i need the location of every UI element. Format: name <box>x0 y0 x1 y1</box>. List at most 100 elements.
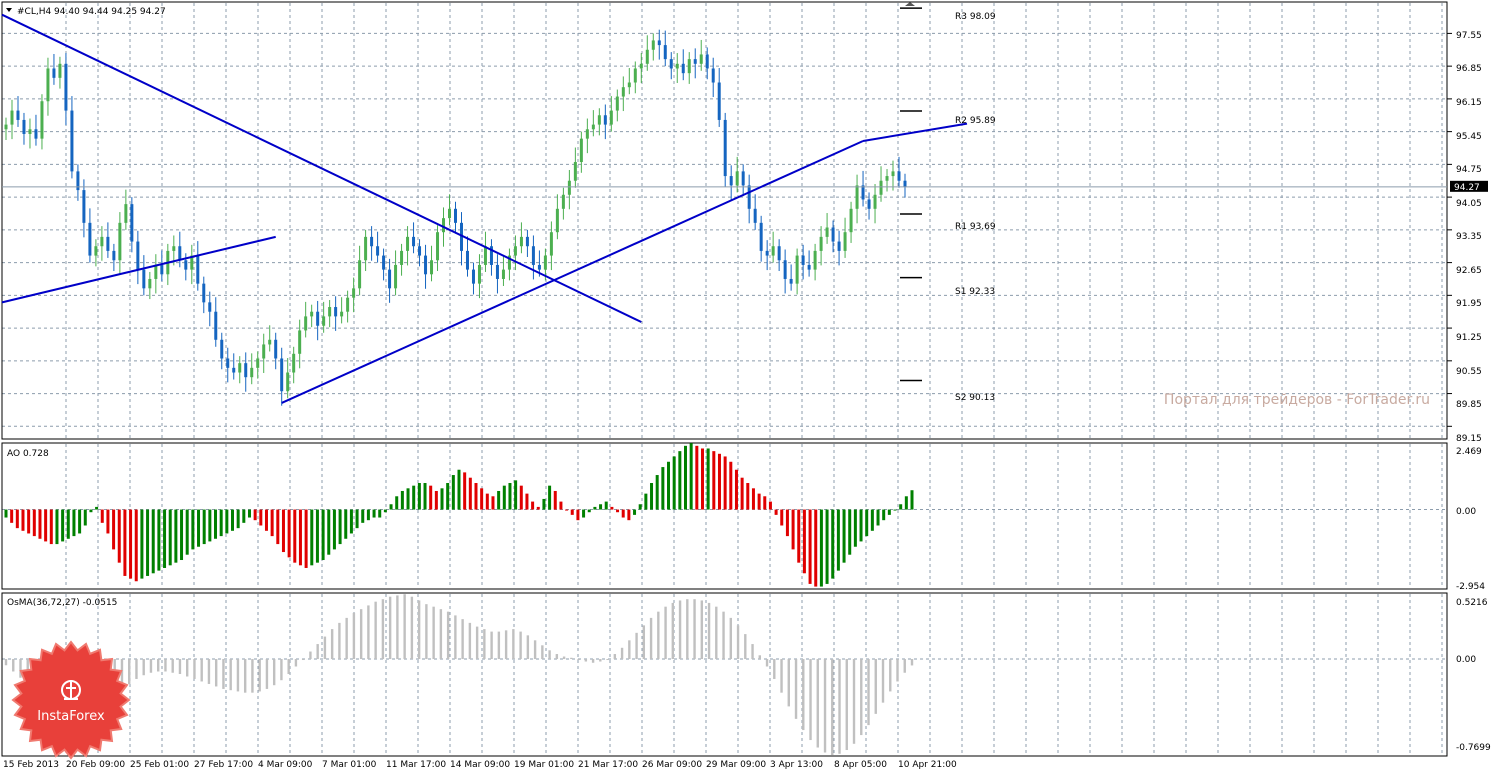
candlestick-series[interactable] <box>4 29 907 406</box>
ao-bar <box>383 509 387 513</box>
candle-body <box>609 110 613 125</box>
osma-bar <box>751 644 754 660</box>
candle-body <box>735 171 739 186</box>
price-axis[interactable]: 97.55 96.85 96.15 95.45 94.75 94.05 93.3… <box>1450 31 1488 444</box>
ao-bar <box>185 509 189 555</box>
candle-body <box>531 246 535 265</box>
candle-body <box>184 260 188 270</box>
ao-bar <box>202 509 206 545</box>
osma-bar <box>120 659 124 689</box>
candle-body <box>52 68 56 78</box>
candle-body <box>687 59 691 74</box>
ao-bar <box>785 509 789 537</box>
price-tick: 90.55 <box>1456 367 1482 377</box>
ao-bar <box>129 509 133 579</box>
symbol-dropdown-icon[interactable] <box>6 8 12 12</box>
ao-bar <box>802 509 806 574</box>
candle-body <box>244 363 248 378</box>
ao-bar <box>78 509 82 534</box>
chart-shift-marker-icon[interactable] <box>905 2 915 6</box>
ao-bar <box>887 509 891 515</box>
ao-bar <box>332 509 336 550</box>
time-label: 20 Feb 09:00 <box>66 760 125 770</box>
ao-bar <box>27 509 31 534</box>
candle-body <box>226 358 230 368</box>
ao-bar <box>281 509 285 553</box>
ao-histogram[interactable] <box>4 443 914 587</box>
osma-bar <box>852 659 856 744</box>
candle-body <box>543 255 547 270</box>
osma-bar <box>736 625 740 660</box>
osma-bar <box>657 611 660 660</box>
price-tick: 93.35 <box>1456 232 1482 242</box>
osma-bar <box>642 625 646 660</box>
time-label: 10 Apr 21:00 <box>898 760 957 770</box>
logo-emblem-mark-icon <box>64 681 78 700</box>
ao-bar <box>321 509 325 561</box>
osma-bar <box>802 659 805 731</box>
osma-bar <box>794 659 798 719</box>
candle-body <box>753 208 757 223</box>
ao-tick: -2.954 <box>1456 582 1485 592</box>
ao-bar <box>791 509 795 550</box>
osma-bar <box>809 659 812 741</box>
ao-bar <box>276 509 280 545</box>
ao-bar <box>468 477 472 510</box>
osma-bar <box>613 654 617 660</box>
osma-bar <box>693 599 696 660</box>
candle-body <box>136 241 140 270</box>
candle-body <box>549 232 553 256</box>
osma-bar <box>635 632 638 660</box>
candle-body <box>633 68 637 83</box>
ao-bar <box>751 488 755 510</box>
ao-bar <box>508 483 512 510</box>
candle-body <box>346 297 350 312</box>
candle-body <box>424 255 428 275</box>
ao-bar <box>542 498 546 510</box>
osma-tick: -0.7699 <box>1456 743 1491 753</box>
osma-bar <box>577 659 580 661</box>
ao-bar <box>723 456 727 510</box>
trendlines[interactable] <box>1 13 968 404</box>
candle-body <box>82 190 86 223</box>
candle-body <box>459 222 463 251</box>
candle-body <box>34 129 38 139</box>
osma-bar <box>816 659 819 748</box>
ao-bar <box>112 509 116 550</box>
time-axis[interactable]: 15 Feb 2013 20 Feb 09:00 25 Feb 01:00 27… <box>3 760 957 770</box>
candle-body <box>519 236 523 247</box>
osma-bar <box>243 659 247 693</box>
osma-bar <box>591 659 595 663</box>
candle-body <box>849 208 853 233</box>
osma-bar <box>722 611 725 660</box>
candle-body <box>831 227 835 242</box>
candle-body <box>40 101 44 139</box>
osma-histogram[interactable] <box>4 594 914 756</box>
osma-bar <box>475 626 479 660</box>
candle-body <box>645 49 649 64</box>
ao-bar <box>746 483 750 510</box>
candle-body <box>657 40 661 46</box>
candle-body <box>699 54 703 64</box>
candle-body <box>70 110 74 172</box>
ao-bar <box>678 451 682 510</box>
ao-bar <box>106 509 110 534</box>
candle-body <box>495 264 499 279</box>
ao-bar <box>474 483 478 510</box>
candle-body <box>765 250 769 256</box>
ao-bar <box>672 456 676 510</box>
candle-body <box>819 236 823 251</box>
osma-bar <box>620 647 624 660</box>
osma-bar <box>280 659 283 681</box>
ao-bar <box>4 509 8 518</box>
candle-body <box>555 208 559 233</box>
ao-bar <box>180 509 184 561</box>
ao-bar <box>191 509 195 550</box>
ao-bar <box>859 509 863 542</box>
candle-body <box>669 59 673 69</box>
price-tick: 96.85 <box>1456 64 1482 74</box>
osma-bar <box>461 619 464 660</box>
candle-body <box>148 278 152 289</box>
price-tick: 96.15 <box>1456 98 1482 108</box>
